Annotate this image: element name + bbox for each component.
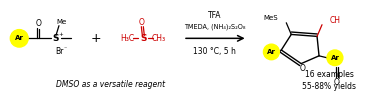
Text: S: S [140, 34, 147, 43]
Text: Ar: Ar [267, 49, 276, 55]
Text: CH₃: CH₃ [151, 34, 165, 43]
Text: H₃C: H₃C [121, 34, 135, 43]
Text: O: O [299, 64, 305, 73]
Text: 16 examples: 16 examples [305, 70, 353, 79]
Text: O: O [35, 19, 41, 28]
Text: DMSO as a versatile reagent: DMSO as a versatile reagent [56, 80, 165, 88]
Text: MeS: MeS [264, 15, 278, 21]
Text: CH: CH [330, 16, 341, 25]
Text: S: S [53, 34, 59, 43]
Text: +: + [90, 32, 101, 45]
Text: O: O [138, 18, 144, 27]
Text: +: + [59, 32, 64, 37]
Text: O: O [334, 78, 340, 87]
Text: Ar: Ar [15, 35, 24, 41]
Text: Me: Me [57, 19, 67, 25]
Text: TMEDA, (NH₄)₂S₂O₈: TMEDA, (NH₄)₂S₂O₈ [184, 23, 246, 30]
Text: 55-88% yields: 55-88% yields [302, 82, 356, 91]
Circle shape [263, 44, 279, 60]
Text: 130 °C, 5 h: 130 °C, 5 h [194, 47, 236, 56]
Text: Br: Br [55, 47, 63, 56]
Circle shape [10, 30, 28, 47]
Text: ⁻: ⁻ [63, 48, 67, 53]
Text: TFA: TFA [208, 10, 222, 20]
Text: Ar: Ar [330, 55, 339, 61]
Circle shape [327, 50, 343, 66]
